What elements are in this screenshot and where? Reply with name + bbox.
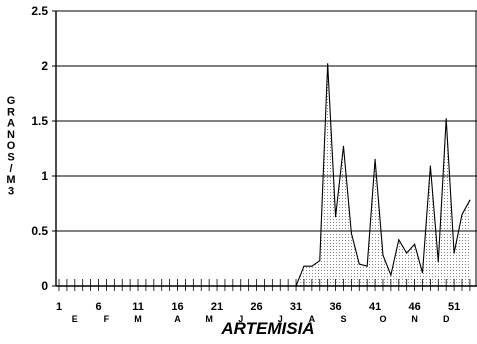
month-label-3: A bbox=[174, 314, 181, 324]
month-label-6: J bbox=[278, 314, 283, 324]
data-point-42 bbox=[390, 274, 392, 276]
y-tick-labels: 0 0.5 1 1.5 2 2.5 bbox=[31, 4, 48, 293]
x-tick-label-6: 31 bbox=[290, 301, 302, 313]
data-point-36 bbox=[342, 145, 345, 147]
x-tick-label-5: 26 bbox=[250, 301, 262, 313]
data-point-31 bbox=[303, 265, 305, 267]
month-label-1: F bbox=[104, 314, 110, 324]
month-label-0: E bbox=[72, 314, 78, 324]
data-point-39 bbox=[366, 265, 368, 267]
y-axis-label-char-8: 3 bbox=[8, 185, 14, 197]
month-label-9: O bbox=[379, 314, 386, 324]
data-point-35 bbox=[334, 216, 337, 218]
data-point-33 bbox=[319, 260, 321, 262]
data-point-44 bbox=[406, 252, 408, 254]
y-tick-label-4: 2 bbox=[41, 59, 48, 73]
month-label-7: A bbox=[309, 314, 316, 324]
data-point-50 bbox=[453, 252, 455, 254]
data-point-46 bbox=[421, 272, 424, 274]
data-point-32 bbox=[311, 265, 313, 267]
x-tick-label-7: 36 bbox=[329, 301, 341, 313]
y-axis-label-char-0: G bbox=[7, 95, 16, 107]
month-label-10: N bbox=[411, 314, 418, 324]
data-point-43 bbox=[398, 239, 400, 241]
x-tick-label-8: 41 bbox=[369, 301, 381, 313]
y-tick-label-2: 1 bbox=[41, 169, 48, 183]
x-tick-label-9: 46 bbox=[408, 301, 420, 313]
y-tick-label-5: 2.5 bbox=[31, 4, 48, 18]
data-point-34 bbox=[327, 63, 329, 65]
month-label-8: S bbox=[340, 314, 346, 324]
month-label-4: M bbox=[205, 314, 213, 324]
x-tick-label-3: 16 bbox=[171, 301, 183, 313]
data-point-41 bbox=[382, 254, 384, 256]
y-axis-label-char-6: / bbox=[9, 163, 12, 175]
gridlines bbox=[56, 10, 477, 232]
y-tick-label-1: 0.5 bbox=[31, 224, 48, 238]
y-axis-label-char-7: M bbox=[6, 174, 15, 186]
x-axis-label: ARTEMISIA bbox=[220, 319, 314, 338]
x-tick-label-1: 6 bbox=[95, 301, 101, 313]
data-point-37 bbox=[350, 232, 352, 234]
axes bbox=[52, 10, 477, 291]
data-point-48 bbox=[437, 261, 439, 263]
data-point-45 bbox=[413, 243, 416, 245]
data-point-49 bbox=[445, 118, 447, 120]
x-tick-label-2: 11 bbox=[132, 301, 144, 313]
month-label-5: J bbox=[238, 314, 243, 324]
series-area bbox=[58, 63, 471, 287]
month-label-2: M bbox=[134, 314, 142, 324]
data-point-51 bbox=[461, 213, 463, 216]
data-point-47 bbox=[429, 165, 431, 167]
y-axis-label-char-4: O bbox=[7, 140, 16, 152]
y-tick-label-3: 1.5 bbox=[31, 114, 48, 128]
x-tick-label-4: 21 bbox=[211, 301, 223, 313]
series-area-fill bbox=[59, 63, 470, 286]
y-axis-label-char-3: N bbox=[7, 129, 15, 141]
data-point-40 bbox=[374, 158, 376, 161]
y-tick-label-0: 0 bbox=[41, 279, 48, 293]
y-axis-label-char-1: R bbox=[7, 106, 15, 118]
month-label-11: D bbox=[443, 314, 450, 324]
data-point-38 bbox=[358, 263, 360, 265]
x-tick-label-10: 51 bbox=[448, 301, 460, 313]
y-axis-label-char-5: S bbox=[7, 152, 14, 164]
y-axis-label-char-2: A bbox=[7, 118, 15, 130]
data-point-52 bbox=[469, 199, 471, 201]
x-tick-labels: 1 6 11 16 21 26 31 36 41 46 51 bbox=[56, 301, 460, 313]
x-tick-label-0: 1 bbox=[56, 301, 62, 313]
